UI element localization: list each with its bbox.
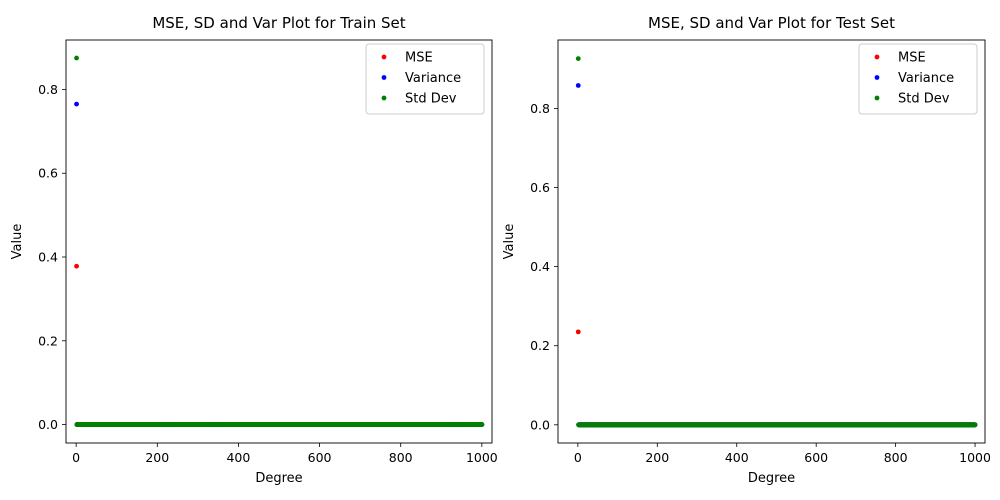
chart-2-x-axis-label: Degree (748, 471, 795, 486)
chart-2-title: MSE, SD and Var Plot for Test Set (648, 14, 895, 32)
chart-1-title: MSE, SD and Var Plot for Train Set (152, 14, 405, 32)
chart-2-y-tick-label: 0.8 (530, 101, 550, 116)
chart-1-point (479, 422, 485, 427)
chart-2-y-tick-label: 0.4 (530, 259, 550, 274)
chart-1: MSE, SD and Var Plot for Train Set Degree… (10, 14, 498, 486)
chart-1-x-tick-label: 0 (72, 450, 80, 465)
chart-2-y-tick-label: 0.2 (530, 338, 550, 353)
chart-2-y-axis-label: Value (502, 224, 517, 260)
chart-2-x-tick-label: 0 (574, 450, 582, 465)
chart-1-x-tick-label: 1000 (466, 450, 498, 465)
chart-1-y-axis-label: Value (10, 224, 25, 260)
chart-1-legend-marker (381, 54, 387, 60)
chart-2: MSE, SD and Var Plot for Test Set Degree V… (502, 14, 991, 486)
chart-1-point-std-dev-first (74, 55, 79, 61)
chart-1-x-axis-label: Degree (255, 471, 302, 486)
chart-1-legend-marker (381, 95, 387, 101)
chart-1-legend-label: MSE (405, 51, 433, 66)
chart-2-x-tick-label: 200 (645, 450, 669, 465)
chart-2-x-tick-label: 1000 (959, 450, 991, 465)
chart-1-point-variance-first (74, 101, 79, 107)
chart-1-y-tick-label: 0.8 (38, 82, 58, 97)
chart-1-y-tick-label: 0.0 (38, 417, 58, 432)
chart-1-y-tick-label: 0.2 (38, 333, 58, 348)
chart-1-x-tick-label: 400 (226, 450, 250, 465)
chart-1-x-tick-label: 200 (145, 450, 169, 465)
chart-1-series-std-dev (74, 422, 485, 427)
chart-1-x-tick-label: 600 (308, 450, 332, 465)
chart-1-legend-label: Std Dev (405, 92, 457, 107)
chart-2-x-tick-label: 400 (725, 450, 749, 465)
chart-1-point-mse-first (74, 263, 79, 269)
chart-1-x-tick-label: 800 (389, 450, 413, 465)
chart-2-y-tick-label: 0.6 (530, 180, 550, 195)
chart-1-legend: MSE Variance Std Dev (365, 43, 485, 115)
chart-2-x-tick-label: 800 (884, 450, 908, 465)
chart-2-x-tick-label: 600 (804, 450, 828, 465)
chart-1-legend-label: Variance (405, 71, 461, 86)
chart-1-y-tick-label: 0.6 (38, 166, 58, 181)
chart-2-y-tick-label: 0.0 (530, 417, 550, 432)
chart-1-legend-marker (381, 75, 387, 80)
chart-1-y-tick-label: 0.4 (38, 250, 58, 265)
